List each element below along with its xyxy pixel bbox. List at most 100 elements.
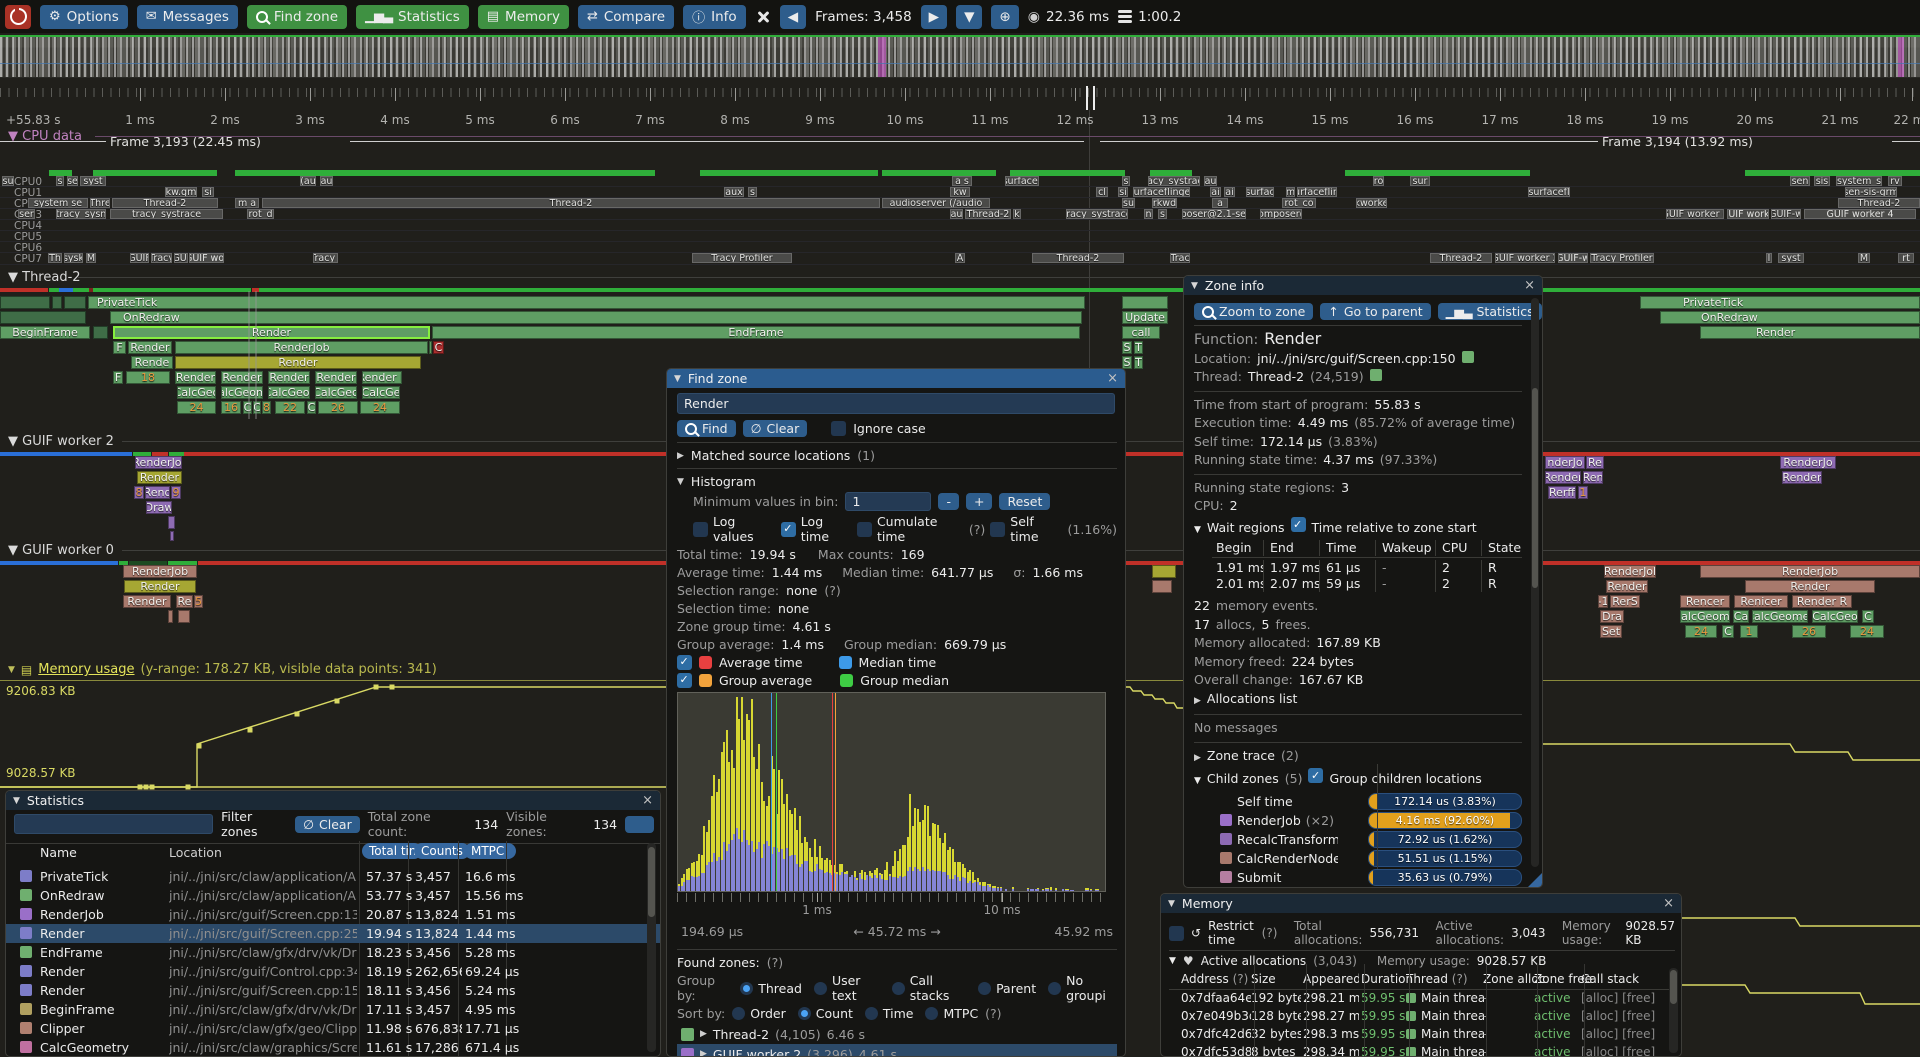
zone-chip[interactable]: 24 — [1685, 625, 1717, 638]
zone-chip[interactable]: 8 — [134, 486, 144, 499]
zone-chip[interactable]: se — [67, 176, 78, 186]
zone-chip[interactable]: GUIF — [130, 253, 149, 263]
zone-chip[interactable]: GUIF worker 4 — [1804, 209, 1916, 219]
zone-chip[interactable]: 22 ms — [1893, 112, 1920, 127]
zone-chip[interactable]: Ca — [1733, 610, 1749, 623]
zone-chip[interactable]: CPU7 — [14, 253, 43, 264]
collapse-arrow-icon[interactable]: ▼ — [8, 664, 15, 675]
col-location[interactable]: Location — [169, 844, 222, 860]
zone-chip[interactable]: Thre — [90, 198, 110, 208]
frame-overview-strip[interactable] — [0, 35, 1920, 78]
zone-chip[interactable]: Render — [113, 326, 430, 339]
zone-chip[interactable]: 14 ms — [1226, 112, 1264, 127]
help-icon[interactable]: (?) — [824, 583, 841, 598]
zone-chip[interactable]: OnRedraw — [110, 311, 1082, 324]
statistics-row[interactable]: BeginFrame jni/../jni/src/claw/gfx/drv/v… — [6, 1000, 660, 1019]
zone-chip[interactable]: A — [955, 253, 965, 263]
zone-chip[interactable]: S — [1122, 341, 1132, 354]
go-to-parent-button[interactable]: ↑ Go to parent — [1320, 303, 1431, 320]
sort-by-radio[interactable]: Order — [732, 1006, 786, 1021]
zone-chip[interactable]: rkwd — [1152, 198, 1177, 208]
guif-worker-2-header[interactable]: ▼ GUIF worker 2 — [8, 433, 114, 449]
collapse-arrow-icon[interactable]: ▼ — [677, 476, 684, 487]
zone-chip[interactable]: C — [243, 401, 252, 414]
zone-chip[interactable]: CalcGeomet — [1752, 610, 1808, 623]
zone-chip[interactable]: 22 — [275, 401, 305, 414]
expand-arrow-icon[interactable]: ▶ — [1194, 695, 1201, 706]
zone-chip[interactable]: sur — [1410, 176, 1430, 186]
frame-label-right[interactable]: Frame 3,194 (13.92 ms) — [1602, 133, 1753, 149]
col-name[interactable]: Name — [40, 844, 77, 860]
zone-chip[interactable]: 16 — [221, 401, 241, 414]
zone-chip[interactable]: CalcGeome — [1680, 610, 1730, 623]
help-icon[interactable]: (?) — [968, 521, 986, 537]
zone-location[interactable]: jni/../jni/src/guif/Screen.cpp:150 — [1257, 350, 1456, 366]
find-button[interactable]: Find — [677, 420, 736, 437]
statistics-row[interactable]: Render jni/../jni/src/guif/Control.cpp:3… — [6, 962, 660, 981]
zone-chip[interactable]: CPU6 — [14, 242, 43, 253]
zone-chip[interactable]: C — [433, 341, 444, 354]
allocation-row[interactable]: 0x7e049b3d00 128 bytes 298.27 ms 59.95 s… — [1181, 1009, 1656, 1023]
zone-chip[interactable]: PrivateTick — [88, 296, 1085, 309]
zone-chip[interactable]: s — [1122, 176, 1130, 186]
zone-chip[interactable]: system_s — [1836, 176, 1882, 186]
zone-chip[interactable]: tracy_systrace — [1066, 209, 1128, 219]
zone-chip[interactable]: F — [113, 371, 123, 384]
zone-chip[interactable]: sen — [1790, 176, 1810, 186]
group-by-radio[interactable]: No groupi — [1048, 973, 1117, 1003]
zone-chip[interactable]: 10 ms — [886, 112, 924, 127]
zone-chip[interactable]: CalcGeo — [1812, 610, 1858, 623]
zone-chip[interactable]: composer@ — [1260, 209, 1302, 219]
zone-trace-section[interactable]: Zone trace — [1206, 747, 1275, 763]
zone-chip[interactable]: Render — [137, 471, 182, 484]
zone-chip[interactable]: Render — [1606, 580, 1648, 593]
zone-chip[interactable]: CPU1 — [14, 187, 43, 198]
thread-2-header[interactable]: ▼ Thread-2 — [8, 269, 81, 285]
zone-chip[interactable]: 24 — [177, 401, 216, 414]
zone-chip[interactable]: kw — [950, 187, 970, 197]
zone-thread[interactable]: Thread-2 — [1247, 369, 1305, 384]
zone-chip[interactable]: Thread-2 — [1838, 198, 1920, 208]
zone-chip[interactable]: Tracy — [151, 253, 172, 263]
zone-chip[interactable]: tracy_systrace — [1148, 176, 1200, 186]
options-button[interactable]: ⚙ Options — [40, 4, 128, 29]
zone-chip[interactable]: 24 — [1850, 625, 1884, 638]
crosshair-button[interactable]: ⊕ — [991, 4, 1019, 29]
allocations-list-section[interactable]: Allocations list — [1206, 690, 1298, 706]
zone-chip[interactable]: Rend — [145, 486, 170, 499]
collapse-arrow-icon[interactable]: ▼ — [1194, 524, 1201, 535]
zone-chip[interactable]: 20 ms — [1736, 112, 1774, 127]
zone-chip[interactable]: 3 ms — [295, 112, 325, 127]
zone-chip[interactable]: GUIF worke — [1727, 209, 1769, 219]
zone-chip[interactable]: (au — [300, 176, 316, 186]
prev-frame-button[interactable]: ◀ — [779, 4, 807, 29]
statistics-row[interactable]: CalcGeometry jni/../jni/src/claw/graphic… — [6, 1038, 660, 1056]
zone-chip[interactable]: C — [1722, 625, 1734, 638]
zone-chip[interactable]: rot_co — [1282, 198, 1316, 208]
increase-bin-button[interactable]: + — [965, 493, 993, 510]
jump-down-button[interactable]: ▼ — [956, 4, 983, 29]
zone-chip[interactable]: CalcGeor — [268, 386, 310, 399]
zone-chip[interactable]: GUIF-w — [1771, 209, 1801, 219]
help-icon[interactable]: (?) — [1261, 926, 1278, 940]
sort-by-radio[interactable]: Count — [797, 1006, 853, 1021]
zone-chip[interactable]: n — [1144, 209, 1153, 219]
zone-chip[interactable]: 18 ms — [1566, 112, 1604, 127]
collapse-arrow-icon[interactable]: ▼ — [674, 373, 681, 384]
self-time-checkbox[interactable] — [990, 521, 1006, 537]
zone-chip[interactable]: +55.83 s — [6, 112, 61, 127]
zone-chip[interactable]: 8 — [262, 401, 271, 414]
zone-chip[interactable]: 26 — [1792, 625, 1826, 638]
zone-chip[interactable]: si — [1118, 187, 1128, 197]
zone-chip[interactable]: S — [1122, 356, 1132, 369]
zone-chip[interactable]: Thread-2 — [262, 198, 880, 208]
zone-chip[interactable]: Thread-2 — [1032, 253, 1124, 263]
zone-chip[interactable]: Thread-2 — [112, 198, 218, 208]
zone-chip[interactable]: Tracy Profiler — [1590, 253, 1654, 263]
zone-chip[interactable]: 4 ms — [380, 112, 410, 127]
zone-chip[interactable]: M — [1858, 253, 1870, 263]
zone-chip[interactable]: k — [1013, 209, 1021, 219]
zone-chip[interactable]: RenderJol — [1604, 565, 1656, 578]
memory-titlebar[interactable]: ▼ Memory × — [1161, 894, 1681, 913]
zone-chip[interactable]: 15 ms — [1311, 112, 1349, 127]
